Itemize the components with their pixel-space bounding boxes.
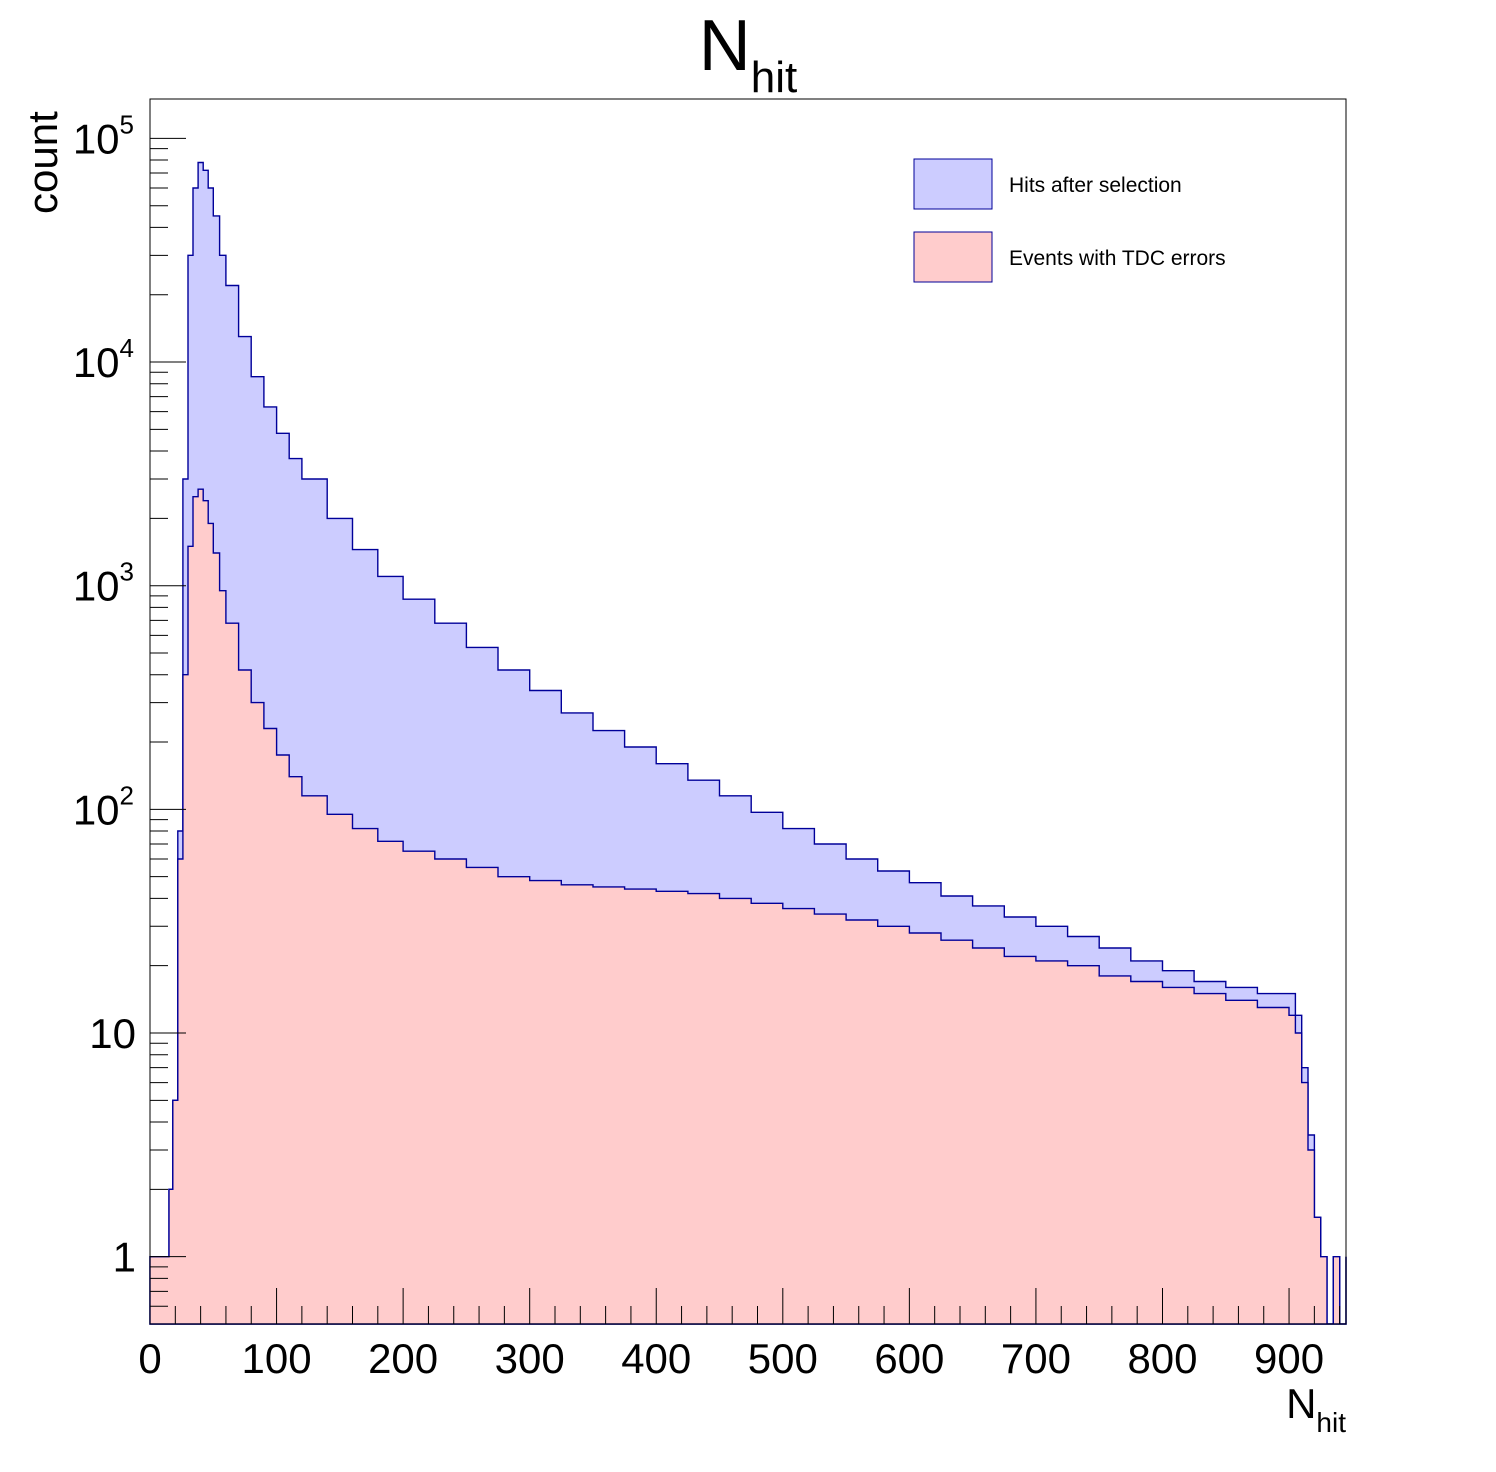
y-tick-label: 103 <box>73 557 134 610</box>
y-tick-label: 104 <box>73 333 134 386</box>
x-tick-label: 200 <box>368 1335 438 1382</box>
x-tick-label: 700 <box>1001 1335 1071 1382</box>
legend-swatch-hits-after-selection <box>913 158 993 210</box>
series-area-events-with-tdc-errors <box>149 488 1347 1325</box>
x-tick-label: 500 <box>748 1335 818 1382</box>
legend-swatch-events-with-tdc-errors <box>913 231 993 283</box>
x-tick-label: 600 <box>874 1335 944 1382</box>
y-tick-label: 105 <box>73 109 134 162</box>
y-tick-label: 102 <box>73 780 134 833</box>
x-tick-label: 100 <box>242 1335 312 1382</box>
y-tick-label: 10 <box>89 1010 136 1057</box>
legend-label-hits-after-selection: Hits after selection <box>1009 174 1182 197</box>
x-axis-title: Nhit <box>1286 1380 1346 1438</box>
legend-label-events-with-tdc-errors: Events with TDC errors <box>1009 247 1226 270</box>
legend: Hits after selection Events with TDC err… <box>913 158 1226 283</box>
y-axis-title: count <box>19 111 66 214</box>
series-layer <box>149 161 1347 1325</box>
x-tick-label: 800 <box>1127 1335 1197 1382</box>
plot-frame <box>149 98 1347 1325</box>
x-tick-label: 0 <box>138 1335 161 1382</box>
chart-title: Nhit <box>699 6 797 102</box>
x-tick-label: 300 <box>495 1335 565 1382</box>
x-tick-label: 900 <box>1254 1335 1324 1382</box>
x-tick-label: 400 <box>621 1335 691 1382</box>
y-tick-label: 1 <box>113 1234 136 1281</box>
axes-layer: 0 100 200 300 400 500 600 700 800 900 1 10 102 103 104… <box>73 109 1341 1382</box>
